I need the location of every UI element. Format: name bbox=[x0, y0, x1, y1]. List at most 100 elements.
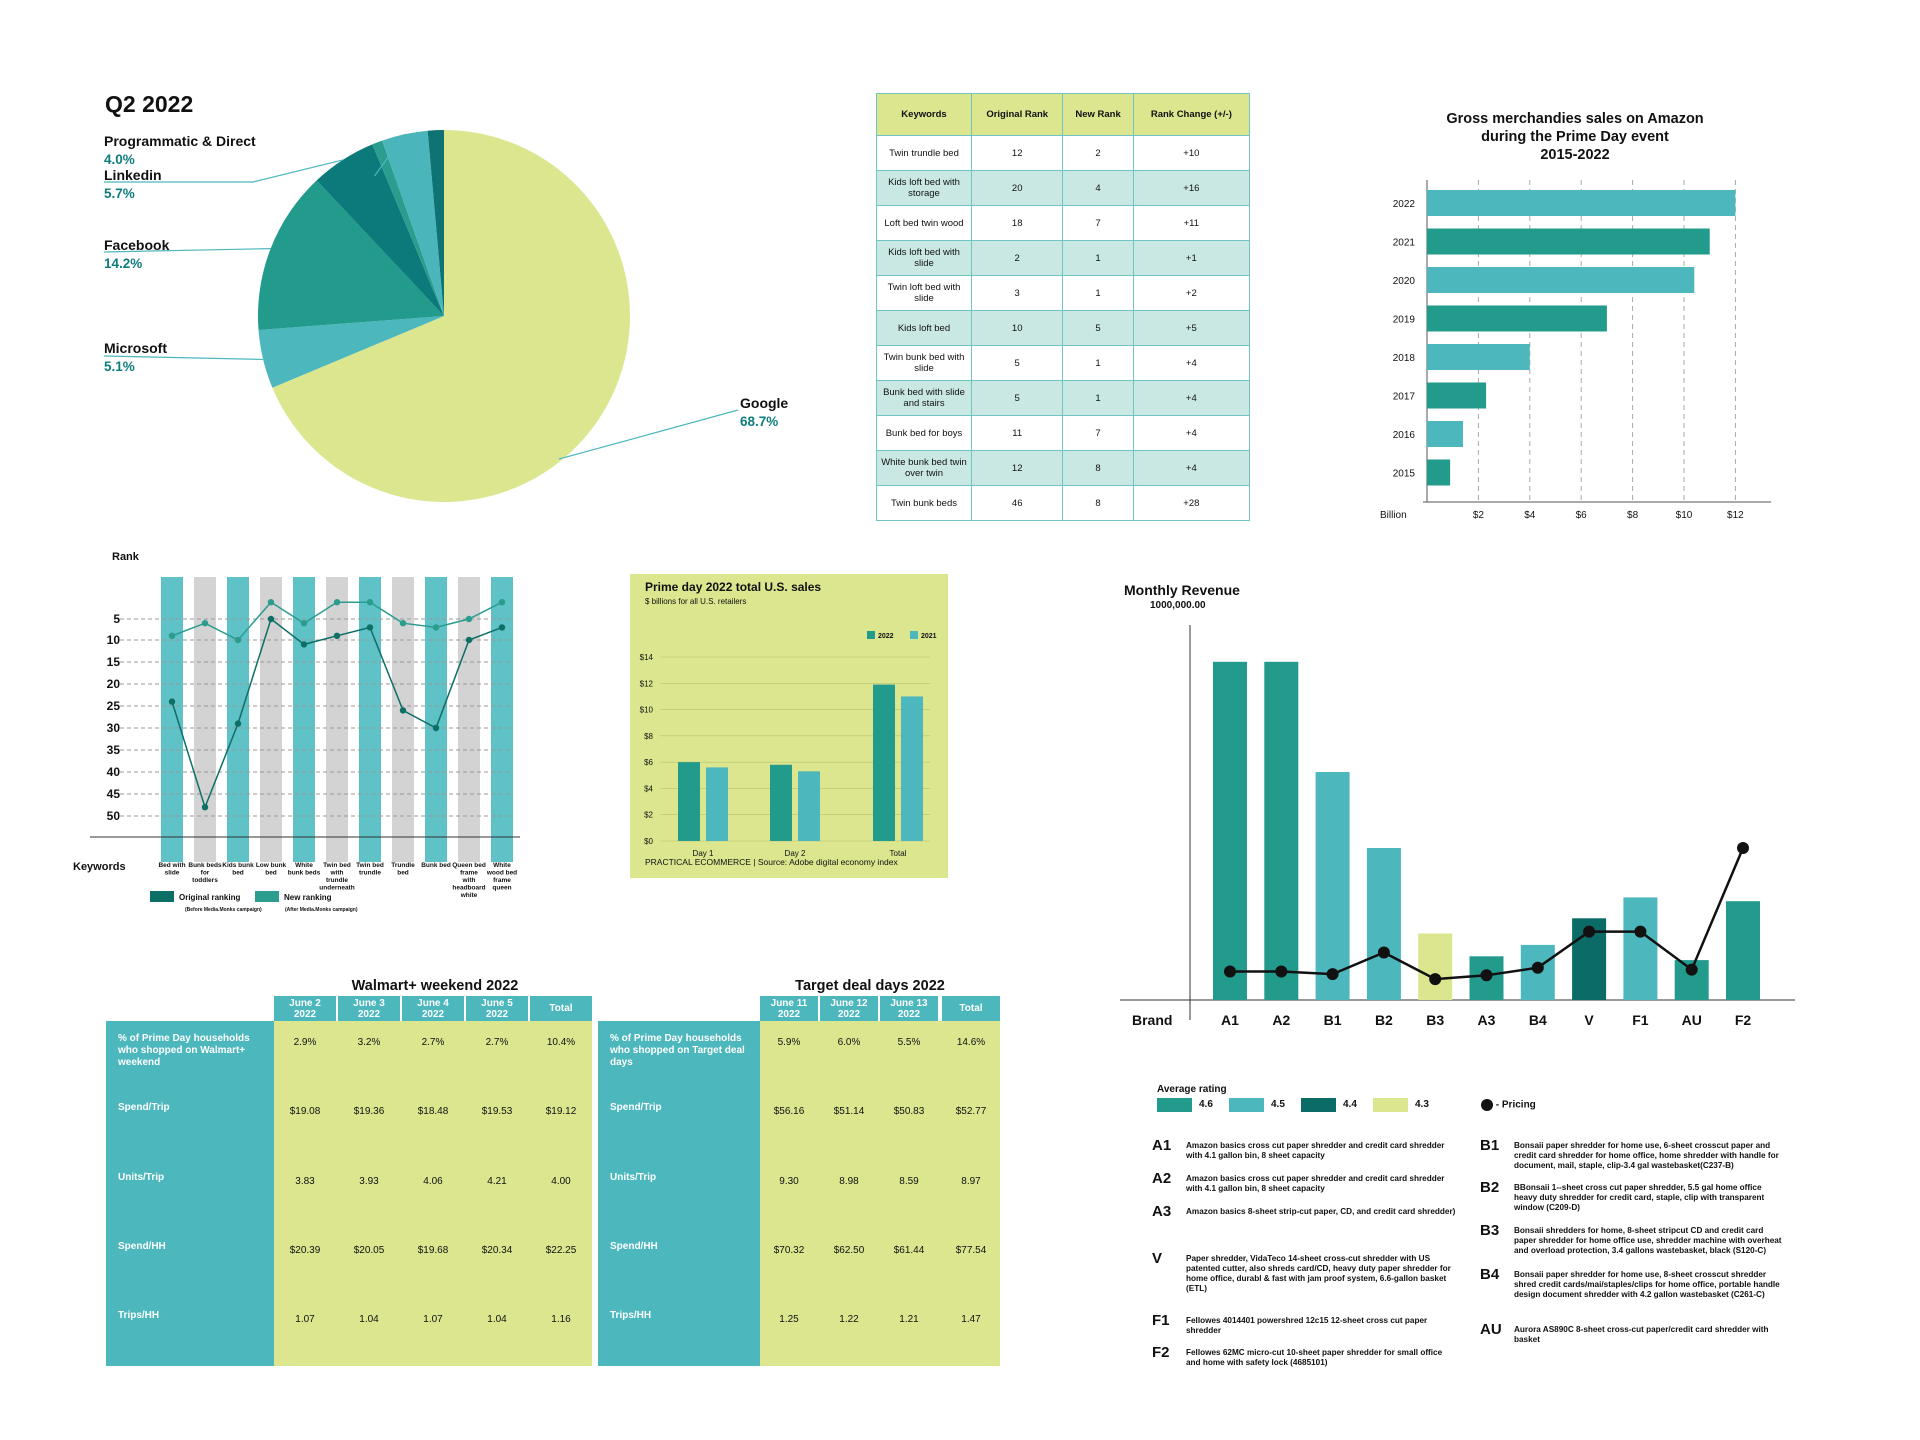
rating-label: 4.5 bbox=[1271, 1099, 1285, 1110]
rank-series-point bbox=[234, 636, 242, 644]
pricing-point bbox=[1531, 961, 1544, 974]
target-cell: 1.25 bbox=[779, 1314, 799, 1325]
walmart-cell: 3.2% bbox=[357, 1037, 381, 1048]
brand-code: AU bbox=[1480, 1321, 1502, 1338]
rank-series-point bbox=[201, 804, 209, 811]
pie-slice bbox=[372, 140, 444, 316]
walmart-cell: $19.08 bbox=[289, 1106, 321, 1117]
rank-series-point bbox=[465, 636, 473, 644]
pie-leader-line bbox=[103, 355, 264, 361]
table-cell: 20 bbox=[970, 170, 1064, 206]
pie-label-pct: 14.2% bbox=[104, 256, 142, 271]
rank-y-tick: 25 bbox=[107, 699, 121, 713]
amazon-year-label: 2015 bbox=[1393, 469, 1416, 480]
rank-y-tick: 35 bbox=[107, 743, 121, 757]
target-cell: $61.44 bbox=[893, 1245, 925, 1256]
amazon-year-label: 2017 bbox=[1393, 392, 1416, 403]
table-row: Kids loft bed with storage 20 4 +16 bbox=[876, 170, 1251, 206]
pie-slice bbox=[272, 130, 631, 502]
walmart-header-cell: June 3 2022 bbox=[338, 996, 400, 1021]
prime-sales-title: Prime day 2022 total U.S. sales bbox=[645, 580, 822, 594]
prime-y-tick: $8 bbox=[644, 732, 653, 741]
rank-y-tick: 50 bbox=[107, 809, 121, 823]
rank-column bbox=[194, 577, 216, 862]
table-cell: 46 bbox=[970, 485, 1064, 521]
target-header-cell: Total bbox=[942, 996, 1000, 1021]
walmart-title: Walmart+ weekend 2022 bbox=[351, 978, 519, 994]
revenue-bar bbox=[1623, 897, 1658, 1000]
table-header-cell: Keywords bbox=[876, 93, 972, 136]
walmart-cell: 2.9% bbox=[293, 1037, 317, 1048]
table-cell: Kids loft bed bbox=[876, 310, 972, 346]
brand-code: B2 bbox=[1480, 1179, 1500, 1196]
walmart-cell: 4.00 bbox=[551, 1176, 571, 1187]
walmart-row-label: Trips/HH bbox=[118, 1310, 160, 1321]
table-cell: 3 bbox=[970, 275, 1064, 311]
target-header-cell: June 13 2022 bbox=[880, 996, 938, 1021]
walmart-row-label: Spend/HH bbox=[118, 1241, 166, 1252]
prime-x-label: Day 1 bbox=[693, 849, 714, 858]
rank-x-label: White bunk beds bbox=[288, 862, 321, 877]
table-row: Bunk bed for boys 11 7 +4 bbox=[876, 415, 1251, 451]
table-cell: +16 bbox=[1132, 170, 1251, 206]
revenue-bar bbox=[1264, 661, 1299, 1000]
brand-code: F1 bbox=[1152, 1312, 1170, 1329]
amazon-unit-label: Billion bbox=[1380, 510, 1407, 521]
target-cell: 1.22 bbox=[839, 1314, 859, 1325]
table-cell: 12 bbox=[970, 450, 1064, 486]
legend-original-label: Original ranking bbox=[179, 893, 240, 902]
target-values-area bbox=[760, 1021, 1000, 1366]
rank-series-point bbox=[234, 720, 242, 727]
brand-code: A1 bbox=[1152, 1137, 1172, 1154]
prime-x-label: Day 2 bbox=[785, 849, 806, 858]
table-cell: Twin loft bed with slide bbox=[876, 275, 972, 311]
prime-bar bbox=[873, 684, 895, 841]
revenue-chart: A1 A2 B1 B2 B3 A3 B4 V F1 AU F2 Brand bbox=[1120, 625, 1795, 1028]
rank-column bbox=[293, 577, 315, 862]
walmart-cell: $19.12 bbox=[545, 1106, 577, 1117]
rating-swatch bbox=[1157, 1098, 1192, 1112]
pie-slice bbox=[258, 316, 444, 388]
rating-label: 4.3 bbox=[1415, 1099, 1429, 1110]
prime-y-tick: $12 bbox=[640, 679, 654, 688]
target-cell: $50.83 bbox=[893, 1106, 925, 1117]
rank-x-label: Twin bed with trundle underneath bbox=[319, 862, 354, 892]
rank-series-point bbox=[498, 599, 506, 606]
pie-title: Q2 2022 bbox=[105, 91, 194, 117]
revenue-x-label: A2 bbox=[1272, 1012, 1290, 1028]
amazon-bar-chart: 2022 2021 2020 2019 2018 2017 2016 2015 $2 $4 $6 $8… bbox=[1380, 180, 1772, 521]
prime-legend-label: 2021 bbox=[921, 633, 937, 640]
pricing-point bbox=[1326, 968, 1339, 981]
table-cell: White bunk bed twin over twin bbox=[876, 450, 972, 486]
revenue-bar bbox=[1418, 933, 1453, 1000]
prime-bar bbox=[678, 762, 700, 841]
table-cell: 1 bbox=[1062, 275, 1134, 311]
brand-description: B4 Bonsaii paper shredder for home use, 8… bbox=[1480, 1267, 1790, 1314]
brand-code: B3 bbox=[1480, 1222, 1500, 1239]
revenue-bar bbox=[1366, 848, 1401, 1000]
brand-text: Bonsaii paper shredder for home use, 6-s… bbox=[1514, 1141, 1779, 1170]
rank-y-tick: 30 bbox=[107, 721, 121, 735]
walmart-cell: $20.39 bbox=[289, 1245, 321, 1256]
rank-series-point bbox=[267, 615, 275, 623]
table-row: White bunk bed twin over twin 12 8 +4 bbox=[876, 450, 1251, 486]
rank-column bbox=[392, 577, 414, 862]
table-cell: 7 bbox=[1062, 415, 1134, 451]
revenue-subtitle: 1000,000.00 bbox=[1150, 600, 1206, 611]
rank-series-point bbox=[168, 632, 176, 639]
rank-x-label: Twin bed trundle bbox=[356, 862, 384, 877]
amazon-x-tick: $2 bbox=[1473, 510, 1485, 521]
walmart-cell: 2.7% bbox=[485, 1037, 509, 1048]
table-cell: 10 bbox=[970, 310, 1064, 346]
pie-label-pct: 5.7% bbox=[104, 186, 135, 201]
amazon-year-label: 2019 bbox=[1393, 315, 1416, 326]
amazon-year-label: 2020 bbox=[1393, 276, 1416, 287]
brand-code: F2 bbox=[1152, 1344, 1170, 1361]
prime-x-label: Total bbox=[890, 849, 907, 858]
keywords-table: Keywords Original Rank New Rank Rank Change… bbox=[876, 93, 1251, 521]
revenue-x-label: F1 bbox=[1632, 1012, 1649, 1028]
prime-legend-swatch bbox=[910, 631, 918, 639]
table-cell: Twin trundle bed bbox=[876, 135, 972, 171]
rank-series-point bbox=[333, 599, 341, 606]
walmart-header-cell: June 2 2022 bbox=[274, 996, 336, 1021]
